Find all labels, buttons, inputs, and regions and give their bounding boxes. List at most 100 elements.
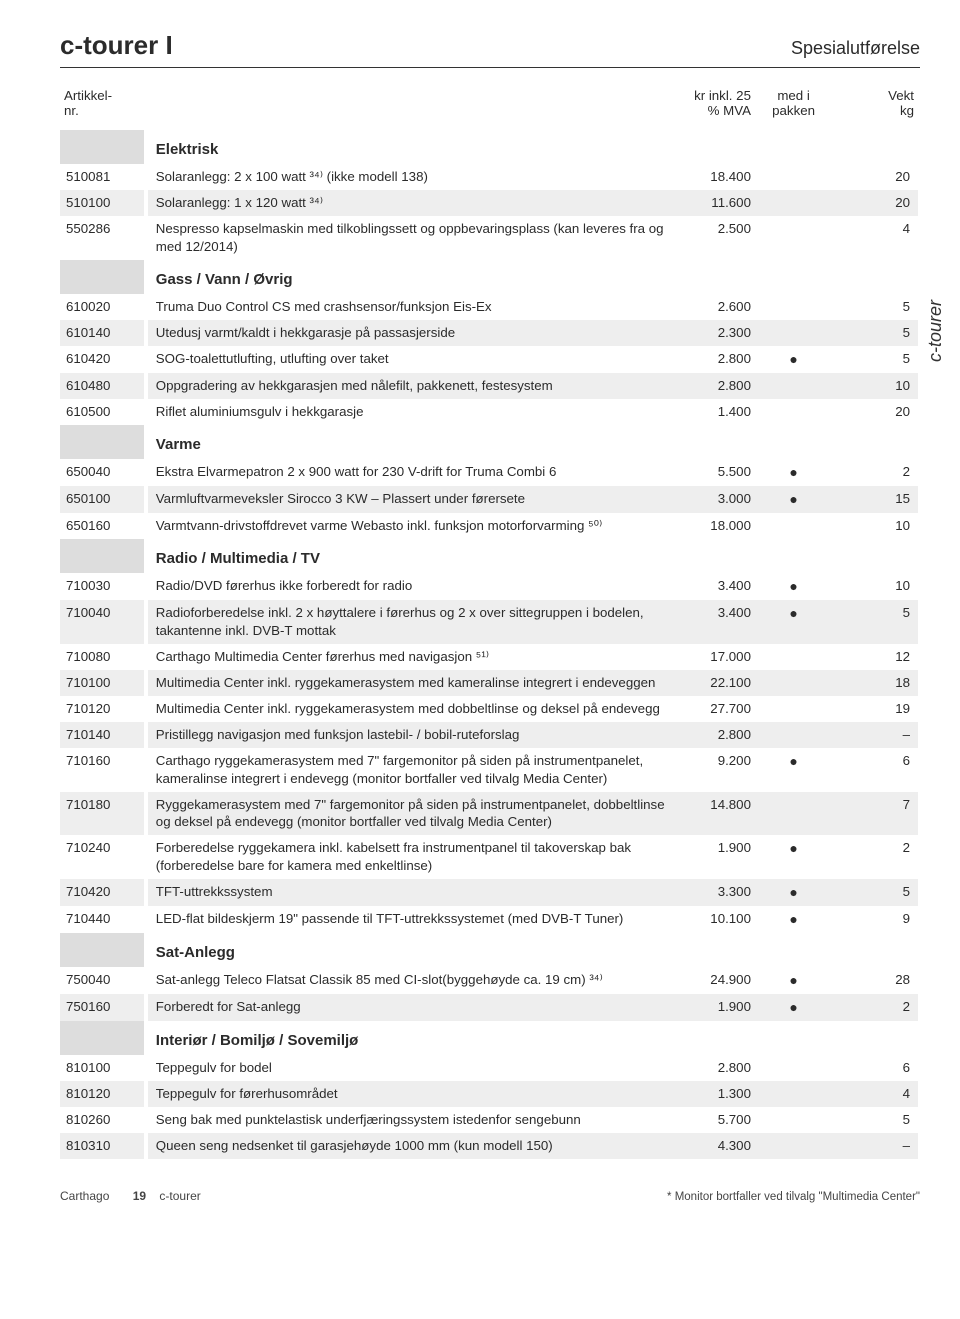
cell-description: Radio/DVD førerhus ikke forberedt for ra… <box>146 573 678 600</box>
cell-price: 18.000 <box>678 513 755 539</box>
section-empty-cell <box>678 933 755 967</box>
cell-article: 710100 <box>60 670 146 696</box>
cell-article: 710140 <box>60 722 146 748</box>
cell-description: Sat-anlegg Teleco Flatsat Classik 85 med… <box>146 967 678 994</box>
section-empty-cell <box>755 425 832 459</box>
cell-description: LED-flat bildeskjerm 19" passende til TF… <box>146 906 678 933</box>
table-row: 550286Nespresso kapselmaskin med tilkobl… <box>60 216 918 260</box>
cell-pack: ● <box>755 879 832 906</box>
table-row: 710180Ryggekamerasystem med 7" fargemoni… <box>60 792 918 836</box>
cell-weight: 20 <box>832 399 918 425</box>
cell-pack: ● <box>755 967 832 994</box>
cell-article: 710180 <box>60 792 146 836</box>
section-row: Gass / Vann / Øvrig <box>60 260 918 294</box>
cell-price: 2.800 <box>678 1055 755 1081</box>
section-empty-cell <box>832 1021 918 1055</box>
cell-article: 710120 <box>60 696 146 722</box>
cell-price: 1.900 <box>678 835 755 879</box>
cell-price: 10.100 <box>678 906 755 933</box>
cell-article: 750040 <box>60 967 146 994</box>
section-title: Sat-Anlegg <box>146 933 678 967</box>
cell-pack: ● <box>755 994 832 1021</box>
cell-pack <box>755 399 832 425</box>
cell-description: Utedusj varmt/kaldt i hekkgarasje på pas… <box>146 320 678 346</box>
side-tab: c-tourer <box>925 300 946 362</box>
section-row: Radio / Multimedia / TV <box>60 539 918 573</box>
table-row: 710160Carthago ryggekamerasystem med 7" … <box>60 748 918 792</box>
cell-weight: 15 <box>832 486 918 513</box>
section-empty-cell <box>832 933 918 967</box>
cell-weight: 5 <box>832 879 918 906</box>
section-empty-cell <box>678 539 755 573</box>
cell-description: Carthago ryggekamerasystem med 7" fargem… <box>146 748 678 792</box>
cell-description: Ekstra Elvarmepatron 2 x 900 watt for 23… <box>146 459 678 486</box>
section-empty-cell <box>755 130 832 164</box>
col-article: Artikkel-nr. <box>60 86 146 130</box>
cell-weight: 5 <box>832 320 918 346</box>
table-row: 650040Ekstra Elvarmepatron 2 x 900 watt … <box>60 459 918 486</box>
section-title: Varme <box>146 425 678 459</box>
cell-price: 2.800 <box>678 722 755 748</box>
cell-weight: 18 <box>832 670 918 696</box>
cell-article: 610140 <box>60 320 146 346</box>
cell-weight: 2 <box>832 994 918 1021</box>
cell-weight: 12 <box>832 644 918 670</box>
cell-price: 5.700 <box>678 1107 755 1133</box>
cell-description: Carthago Multimedia Center førerhus med … <box>146 644 678 670</box>
cell-article: 710080 <box>60 644 146 670</box>
cell-weight: 6 <box>832 1055 918 1081</box>
cell-weight: – <box>832 722 918 748</box>
cell-weight: 10 <box>832 513 918 539</box>
cell-weight: 19 <box>832 696 918 722</box>
cell-price: 14.800 <box>678 792 755 836</box>
cell-weight: 20 <box>832 164 918 190</box>
section-row: Sat-Anlegg <box>60 933 918 967</box>
section-empty-cell <box>832 130 918 164</box>
cell-article: 650160 <box>60 513 146 539</box>
cell-price: 3.300 <box>678 879 755 906</box>
cell-weight: 2 <box>832 459 918 486</box>
page-subtitle: Spesialutførelse <box>791 38 920 59</box>
cell-weight: 28 <box>832 967 918 994</box>
cell-price: 1.900 <box>678 994 755 1021</box>
table-row: 710080Carthago Multimedia Center førerhu… <box>60 644 918 670</box>
cell-article: 610420 <box>60 346 146 373</box>
section-title: Radio / Multimedia / TV <box>146 539 678 573</box>
col-desc <box>146 86 678 130</box>
section-empty-cell <box>832 539 918 573</box>
cell-weight: 2 <box>832 835 918 879</box>
cell-pack <box>755 1081 832 1107</box>
cell-price: 3.000 <box>678 486 755 513</box>
table-header-row: Artikkel-nr. kr inkl. 25% MVA med ipakke… <box>60 86 918 130</box>
cell-weight: 5 <box>832 346 918 373</box>
table-row: 710120Multimedia Center inkl. ryggekamer… <box>60 696 918 722</box>
cell-weight: 10 <box>832 573 918 600</box>
cell-pack: ● <box>755 346 832 373</box>
cell-pack <box>755 320 832 346</box>
cell-weight: 4 <box>832 1081 918 1107</box>
footer-section: c-tourer <box>159 1189 200 1203</box>
cell-article: 710030 <box>60 573 146 600</box>
cell-description: Truma Duo Control CS med crashsensor/fun… <box>146 294 678 320</box>
cell-price: 5.500 <box>678 459 755 486</box>
page-header: c-tourer I Spesialutførelse <box>60 30 920 68</box>
cell-weight: 10 <box>832 373 918 399</box>
table-row: 750160Forberedt for Sat-anlegg1.900●2 <box>60 994 918 1021</box>
col-price: kr inkl. 25% MVA <box>678 86 755 130</box>
cell-pack <box>755 190 832 216</box>
options-table: Artikkel-nr. kr inkl. 25% MVA med ipakke… <box>60 86 920 1159</box>
col-pack: med ipakken <box>755 86 832 130</box>
cell-description: Teppegulv for førerhusområdet <box>146 1081 678 1107</box>
cell-pack <box>755 1133 832 1159</box>
cell-description: Pristillegg navigasjon med funksjon last… <box>146 722 678 748</box>
cell-article: 810100 <box>60 1055 146 1081</box>
section-empty-cell <box>832 260 918 294</box>
cell-weight: 5 <box>832 600 918 644</box>
table-row: 650100Varmluftvarmeveksler Sirocco 3 KW … <box>60 486 918 513</box>
page-title: c-tourer I <box>60 30 173 61</box>
cell-price: 11.600 <box>678 190 755 216</box>
cell-description: TFT-uttrekkssystem <box>146 879 678 906</box>
cell-article: 810260 <box>60 1107 146 1133</box>
cell-pack <box>755 1107 832 1133</box>
table-row: 710440LED-flat bildeskjerm 19" passende … <box>60 906 918 933</box>
